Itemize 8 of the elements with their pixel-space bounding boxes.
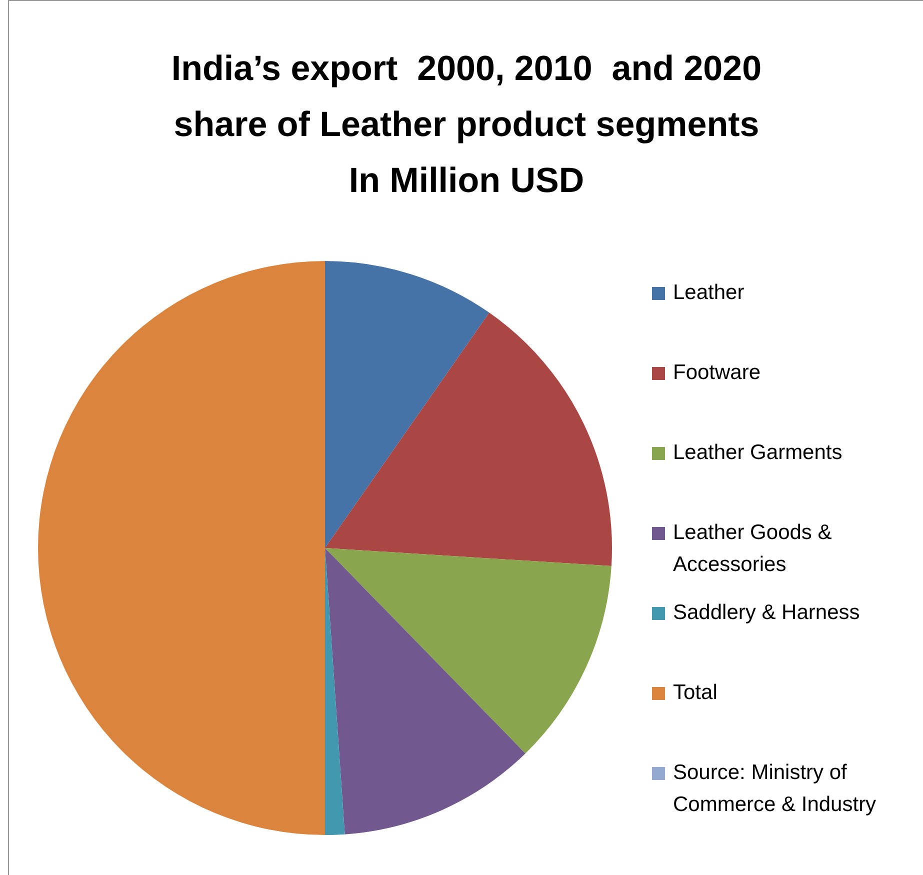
legend-label: Leather Goods & Accessories <box>673 520 833 578</box>
legend-label: Leather Garments <box>673 440 842 466</box>
legend-label: Saddlery & Harness <box>673 600 860 626</box>
legend-label: Leather <box>673 280 744 306</box>
chart-title: India’s export 2000, 2010 and 2020 share of Leather product segments In Million USD <box>170 48 763 202</box>
legend-label: Total <box>673 680 718 706</box>
legend-label: Source: Ministry of Commerce & Industry <box>673 760 878 818</box>
legend-label: Footware <box>673 360 761 386</box>
